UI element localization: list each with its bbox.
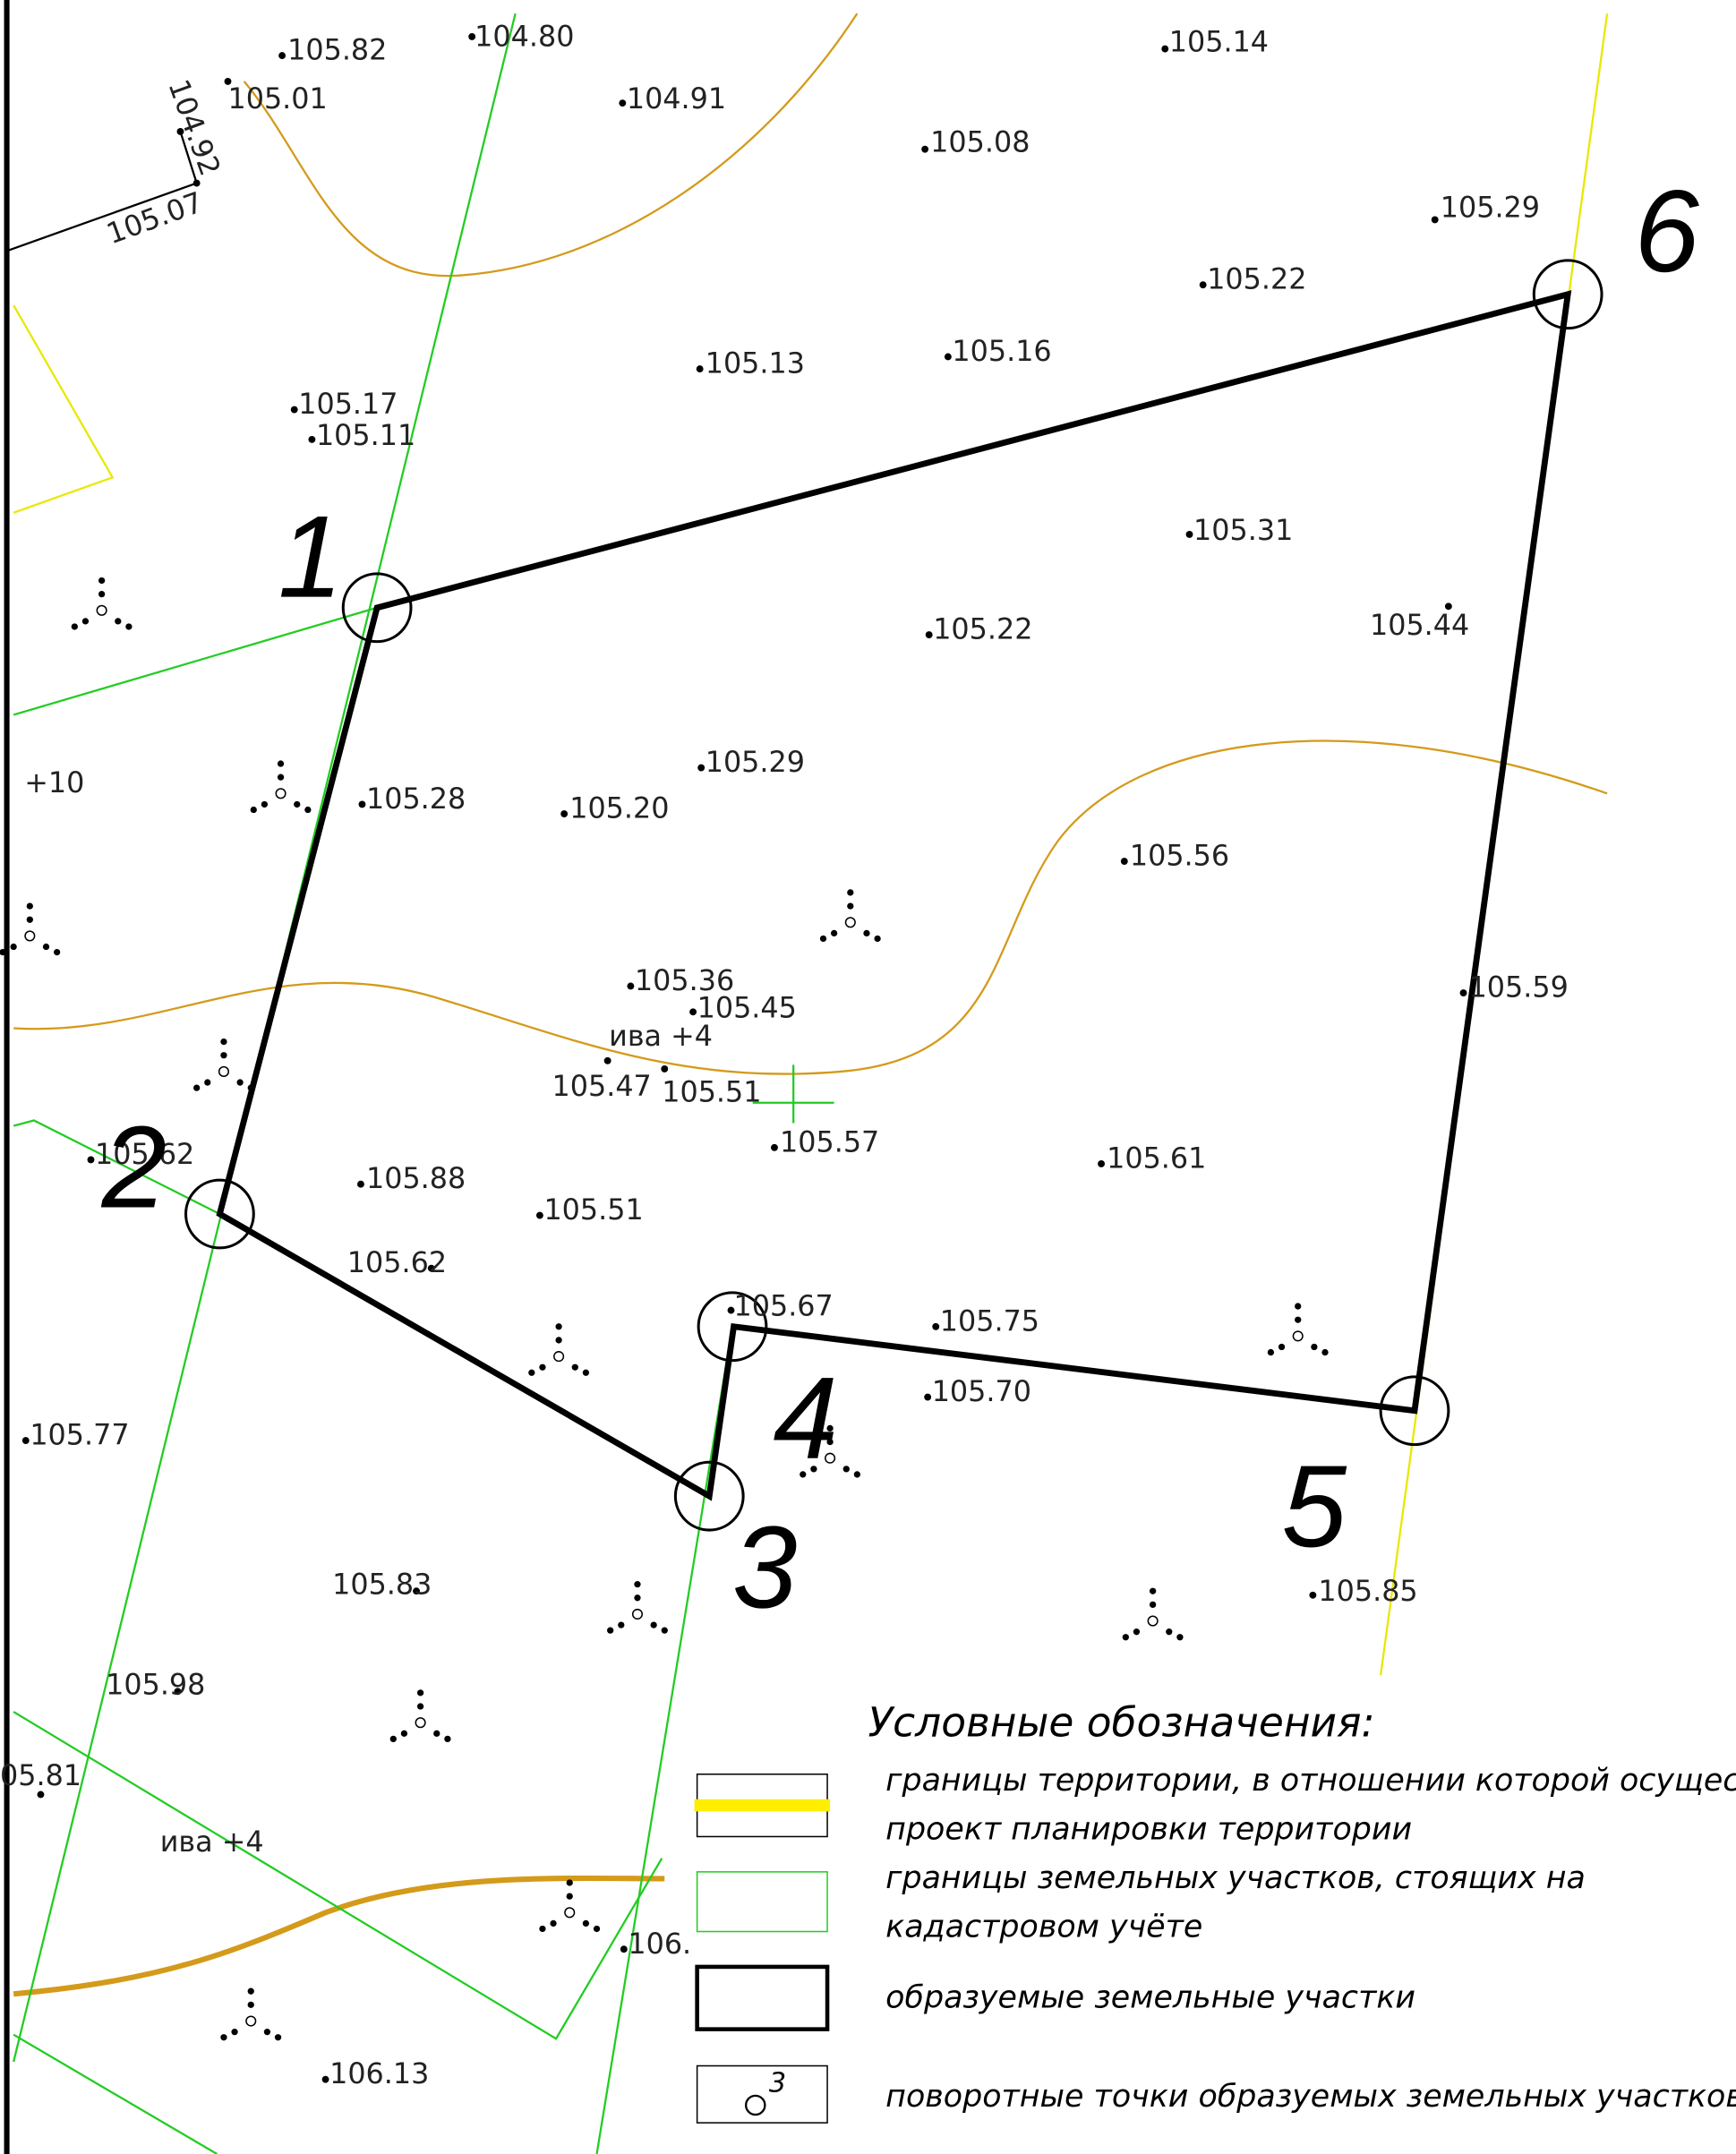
elevation-label: 105.17 [298, 387, 398, 421]
elevation-label: 106.13 [329, 2056, 429, 2090]
map-label: ива +4 [160, 1825, 264, 1859]
point-number: 5 [1282, 1440, 1347, 1571]
survey-dot [359, 801, 366, 808]
elevation-label: 105.88 [366, 1161, 466, 1195]
survey-dot [560, 810, 568, 817]
legend-text: границы земельных участков, стоящих на [885, 1860, 1586, 1896]
elevation-label: 104.80 [475, 20, 574, 54]
elevation-label: 105.22 [1207, 262, 1306, 296]
survey-dot [924, 1394, 931, 1401]
elevation-label: 105.22 [933, 612, 1032, 646]
elevation-label: 105.20 [569, 791, 669, 825]
elevation-label: 105.11 [316, 418, 415, 452]
elevation-label: 105.85 [1318, 1574, 1417, 1608]
point-number: 2 [101, 1101, 167, 1232]
elevation-label: 105.70 [932, 1374, 1031, 1408]
elevation-label: 105.29 [706, 745, 805, 779]
elevation-label: 105.57 [780, 1124, 879, 1158]
survey-dot [278, 52, 286, 59]
survey-dot [697, 765, 705, 772]
survey-map: 3 Условные обозначения: границы территор… [0, 0, 1736, 2154]
elevation-label: 105.28 [366, 782, 466, 816]
elevation-label: 105.61 [1107, 1141, 1206, 1175]
elevation-label: 05.81 [0, 1758, 81, 1792]
legend-sample: 3 [769, 2067, 786, 2098]
legend-text: границы территории, в отношении которой … [885, 1763, 1736, 1799]
elevation-label: 105.56 [1130, 839, 1229, 873]
elevation-label: 105.13 [706, 346, 805, 380]
legend-text: проект планировки территории [885, 1811, 1412, 1847]
legend-text: кадастровом учёте [885, 1910, 1202, 1945]
elevation-label: 105.83 [332, 1567, 432, 1601]
elevation-label: 105.16 [952, 334, 1051, 368]
elevation-label: 105.44 [1370, 608, 1469, 642]
point-number: 6 [1634, 166, 1699, 296]
survey-dot [1161, 46, 1168, 53]
point-number: 3 [732, 1501, 797, 1632]
survey-dot [627, 983, 634, 990]
survey-dot [1460, 989, 1467, 996]
survey-dot [619, 99, 626, 107]
elevation-label: 105.31 [1193, 513, 1293, 547]
survey-dot [1432, 217, 1439, 224]
map-label: +10 [24, 765, 84, 799]
survey-dot [697, 365, 704, 372]
survey-dot [932, 1323, 939, 1330]
elevation-label: 106. [628, 1927, 691, 1961]
legend-text: поворотные точки образуемых земельных уч… [885, 2079, 1736, 2115]
elevation-label: 104.91 [627, 81, 726, 115]
elevation-label: 105.51 [662, 1074, 761, 1108]
survey-dot [308, 436, 315, 443]
survey-dot [661, 1065, 668, 1073]
survey-dot [926, 631, 933, 638]
survey-dot [921, 146, 928, 153]
survey-dot [620, 1945, 628, 1953]
legend-text: образуемые земельные участки [885, 1979, 1415, 2015]
survey-dot [945, 354, 952, 361]
elevation-label: 105.29 [1441, 190, 1540, 224]
elevation-label: 105.75 [940, 1304, 1039, 1338]
elevation-label: 105.08 [930, 125, 1030, 159]
elevation-label: 105.14 [1169, 25, 1269, 59]
survey-dot [291, 406, 298, 414]
elevation-label: 105.98 [106, 1667, 205, 1701]
survey-dot [1309, 1592, 1316, 1599]
survey-dot [1098, 1160, 1105, 1167]
elevation-label: 105.67 [734, 1289, 834, 1323]
elevation-label: 105.82 [287, 33, 387, 67]
elevation-label: 105.47 [552, 1069, 652, 1103]
survey-dot [22, 1437, 30, 1444]
survey-dot [536, 1212, 543, 1219]
legend-title: Условные обозначения: [868, 1698, 1375, 1746]
elevation-label: 105.59 [1469, 970, 1569, 1004]
elevation-label: 105.62 [347, 1245, 447, 1279]
survey-dot [1200, 281, 1207, 288]
point-number: 1 [278, 491, 343, 622]
survey-dot [1186, 531, 1193, 538]
survey-dot [771, 1144, 778, 1151]
survey-dot [689, 1008, 697, 1015]
survey-dot [357, 1181, 364, 1188]
survey-dot [1121, 858, 1128, 865]
point-number: 4 [773, 1353, 837, 1483]
survey-dot [322, 2076, 329, 2083]
elevation-label: 105.51 [543, 1192, 643, 1227]
survey-dot [604, 1057, 611, 1064]
elevation-label: 105.01 [227, 81, 327, 115]
survey-dot [88, 1156, 95, 1163]
elevation-label: 105.77 [30, 1418, 129, 1452]
map-label: ива +4 [609, 1019, 713, 1053]
